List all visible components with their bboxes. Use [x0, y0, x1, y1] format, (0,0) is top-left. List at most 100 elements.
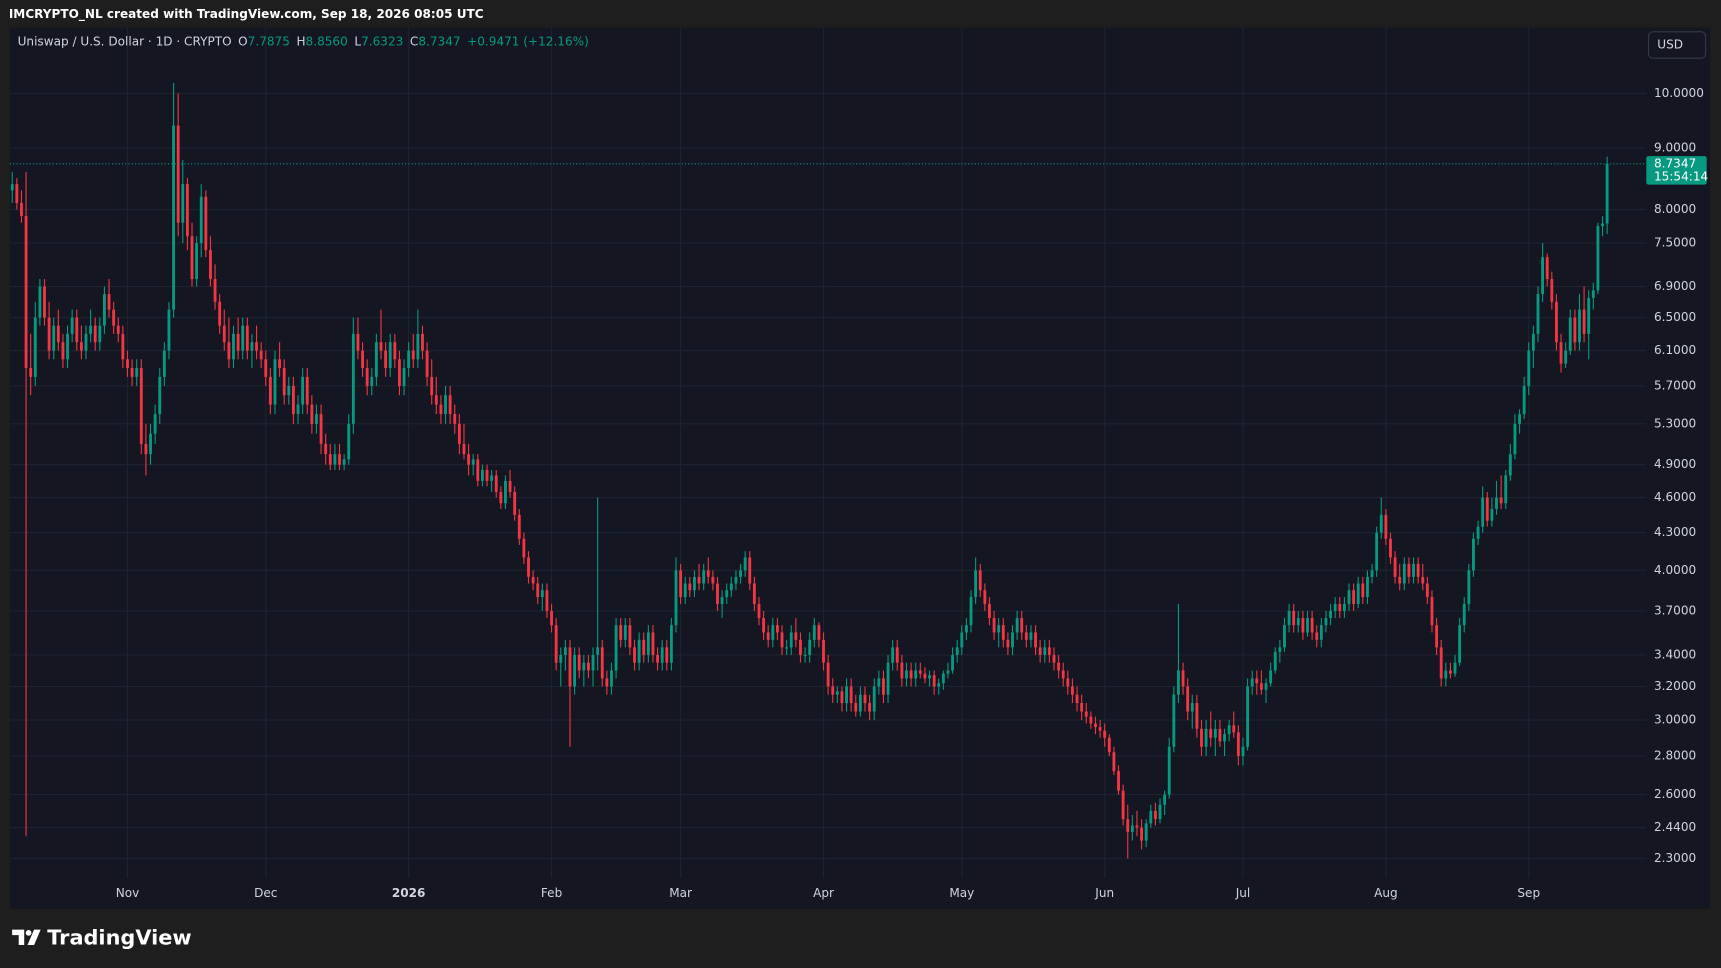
candle-body	[56, 325, 60, 343]
candle-body	[402, 368, 406, 386]
candle-body	[900, 662, 904, 679]
logo: TradingView	[12, 925, 192, 949]
x-tick-label: Feb	[541, 886, 562, 900]
candle-body	[775, 625, 779, 633]
candle-body	[1112, 752, 1116, 772]
last-price-label: 8.7347	[1654, 156, 1696, 170]
candle-body	[702, 570, 706, 584]
candle-body	[891, 647, 895, 663]
candle-body	[10, 184, 14, 191]
candle-body	[1591, 290, 1595, 298]
candle-body	[1402, 563, 1406, 584]
candle-body	[448, 395, 452, 415]
x-tick-label: Aug	[1374, 886, 1398, 900]
candle-body	[1250, 678, 1254, 687]
y-tick-label: 7.5000	[1654, 236, 1696, 250]
candle-body	[1140, 827, 1144, 841]
candle-body	[918, 670, 922, 674]
y-tick-label: 2.4400	[1654, 820, 1696, 834]
y-tick-label: 3.2000	[1654, 679, 1696, 693]
candle-body	[1407, 563, 1411, 577]
legend-value: 7.7875	[248, 34, 290, 48]
brand: TradingView	[47, 925, 191, 949]
candle-body	[527, 557, 530, 577]
candle-body	[591, 654, 595, 671]
candle-body	[480, 470, 484, 481]
candle-body	[794, 632, 798, 640]
candle-body	[1167, 746, 1171, 795]
candle-body	[752, 583, 756, 604]
candle-body	[444, 395, 447, 415]
legend-key: H	[296, 34, 305, 48]
candle-body	[646, 632, 650, 655]
candle-body	[1342, 603, 1346, 611]
currency-button[interactable]	[1647, 31, 1707, 59]
candle-body	[1412, 563, 1415, 577]
candle-body	[15, 184, 19, 204]
candle-body	[619, 625, 623, 640]
candle-body	[416, 333, 420, 360]
y-tick-label: 3.4000	[1654, 647, 1696, 661]
logo-mark	[12, 929, 25, 945]
candle-body	[245, 325, 249, 351]
candle-body	[490, 475, 494, 481]
candle-body	[559, 654, 563, 663]
candle-body	[1467, 570, 1471, 604]
candle-body	[1153, 810, 1157, 820]
candle-body	[1444, 670, 1448, 679]
candle-body	[1421, 576, 1425, 584]
candle-body	[342, 459, 346, 465]
candle-body	[1218, 728, 1222, 742]
last-price-box	[1646, 156, 1707, 185]
candle-body	[513, 491, 517, 515]
candle-body	[291, 385, 295, 415]
candle-body	[577, 654, 581, 671]
y-tick-label: 2.3000	[1654, 851, 1696, 865]
candle-body	[536, 583, 540, 598]
candle-body	[356, 333, 360, 351]
currency[interactable]: USD	[1657, 37, 1683, 51]
x-tick-label: Sep	[1517, 886, 1540, 900]
candle-body	[1568, 317, 1572, 351]
candle-body	[1200, 728, 1203, 747]
logo-mark	[25, 930, 32, 936]
candle-body	[1126, 819, 1130, 832]
candle-body	[236, 333, 240, 351]
candle-body	[430, 376, 434, 396]
candle-body	[282, 368, 286, 396]
candle-body	[679, 570, 683, 598]
candle-body	[1070, 686, 1074, 695]
candle-body	[563, 647, 567, 655]
candle-body	[102, 294, 106, 326]
y-tick-label: 8.0000	[1654, 202, 1696, 216]
candle-body	[545, 590, 549, 611]
candle-body	[255, 342, 258, 351]
candle-body	[1029, 632, 1033, 640]
candle-body	[573, 654, 577, 687]
candle-body	[1310, 618, 1314, 633]
candle-body	[669, 625, 673, 663]
y-tick-label: 9.0000	[1654, 141, 1696, 155]
candle-body	[1375, 532, 1379, 571]
chart-pane	[9, 27, 1710, 909]
candle-body	[1043, 647, 1047, 655]
candle-body	[319, 414, 323, 444]
candle-body	[508, 480, 512, 492]
legend-key: C	[410, 34, 418, 48]
candle-body	[988, 603, 991, 619]
candle-body	[1324, 618, 1328, 626]
candle-body	[1531, 333, 1535, 351]
candle-body	[1352, 590, 1356, 604]
symbol: Uniswap / U.S. Dollar · 1D · CRYPTO	[18, 34, 232, 48]
candle-body	[338, 454, 341, 465]
candle-body	[1149, 810, 1153, 824]
candle-body	[52, 325, 56, 351]
candle-body	[176, 125, 180, 223]
candle-body	[822, 639, 825, 663]
candle-body	[351, 333, 355, 424]
candle-body	[185, 184, 189, 237]
candle-body	[628, 625, 632, 648]
y-tick-label: 6.9000	[1654, 279, 1696, 293]
candle-body	[1370, 570, 1374, 577]
candle-body	[596, 647, 600, 655]
